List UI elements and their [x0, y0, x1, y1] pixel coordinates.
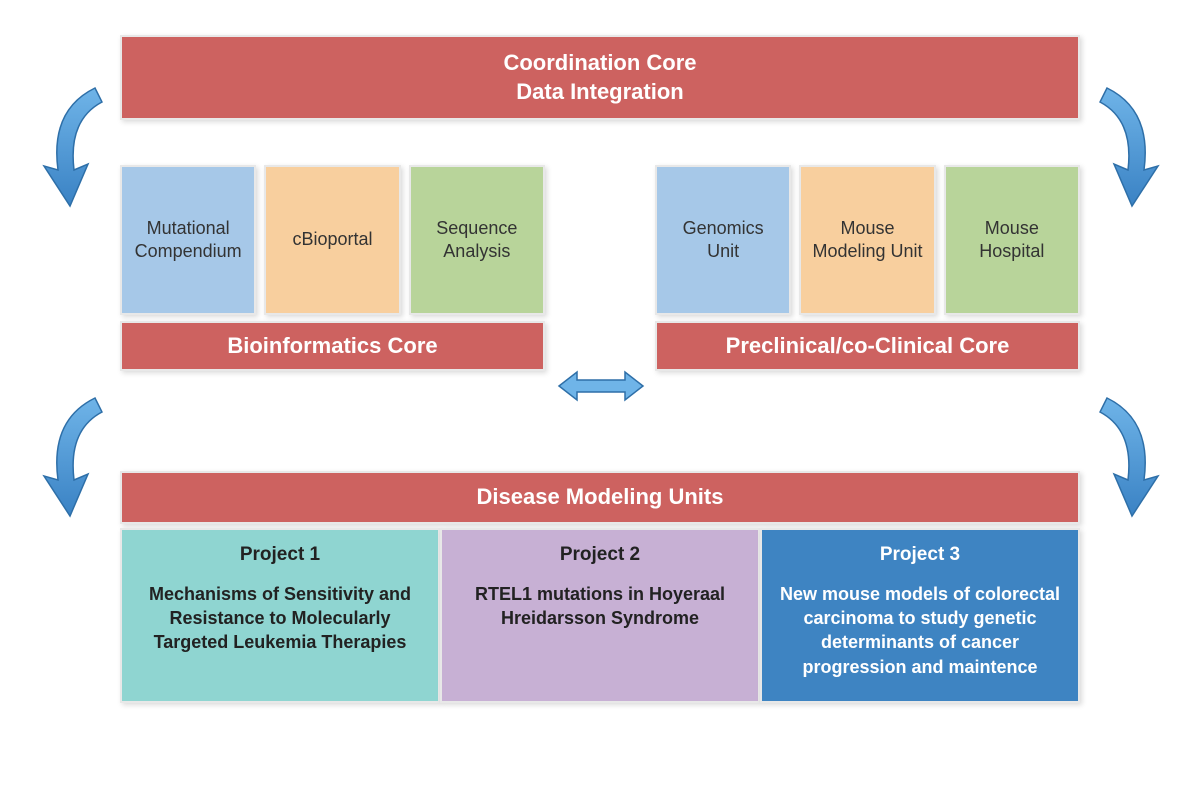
project-1-desc: Mechanisms of Sensitivity and Resistance… [138, 582, 422, 655]
project-1: Project 1 Mechanisms of Sensitivity and … [120, 528, 440, 703]
project-3-title: Project 3 [778, 544, 1062, 566]
chip-sequence-analysis: Sequence Analysis [409, 165, 545, 315]
mid-left-arrow [40, 390, 120, 520]
project-2-desc: RTEL1 mutations in Hoyeraal Hreidarsson … [458, 582, 742, 631]
top-left-arrow [40, 80, 120, 210]
bioinformatics-core-label: Bioinformatics Core [120, 321, 545, 371]
coordination-core-header: Coordination Core Data Integration [120, 35, 1080, 120]
chip-mouse-hospital: Mouse Hospital [944, 165, 1080, 315]
bioinformatics-chips: Mutational Compendium cBioportal Sequenc… [120, 165, 545, 315]
preclinical-chips: Genomics Unit Mouse Modeling Unit Mouse … [655, 165, 1080, 315]
project-3-desc: New mouse models of colorectal carcinoma… [778, 582, 1062, 679]
project-2-title: Project 2 [458, 544, 742, 566]
header-line1: Coordination Core [122, 49, 1078, 78]
project-3: Project 3 New mouse models of colorectal… [760, 528, 1080, 703]
projects-row: Project 1 Mechanisms of Sensitivity and … [120, 528, 1080, 703]
header-line2: Data Integration [122, 78, 1078, 107]
center-double-arrow [557, 368, 645, 404]
mid-right-arrow [1082, 390, 1162, 520]
disease-section: Disease Modeling Units Project 1 Mechani… [120, 471, 1080, 703]
chip-genomics-unit: Genomics Unit [655, 165, 791, 315]
chip-cbioportal: cBioportal [264, 165, 400, 315]
project-1-title: Project 1 [138, 544, 422, 566]
disease-modeling-header: Disease Modeling Units [120, 471, 1080, 524]
preclinical-core-label: Preclinical/co-Clinical Core [655, 321, 1080, 371]
chip-mutational-compendium: Mutational Compendium [120, 165, 256, 315]
cores-row: Mutational Compendium cBioportal Sequenc… [120, 165, 1080, 371]
project-2: Project 2 RTEL1 mutations in Hoyeraal Hr… [440, 528, 760, 703]
preclinical-core-group: Genomics Unit Mouse Modeling Unit Mouse … [655, 165, 1080, 371]
top-right-arrow [1082, 80, 1162, 210]
bioinformatics-core-group: Mutational Compendium cBioportal Sequenc… [120, 165, 545, 371]
chip-mouse-modeling-unit: Mouse Modeling Unit [799, 165, 935, 315]
